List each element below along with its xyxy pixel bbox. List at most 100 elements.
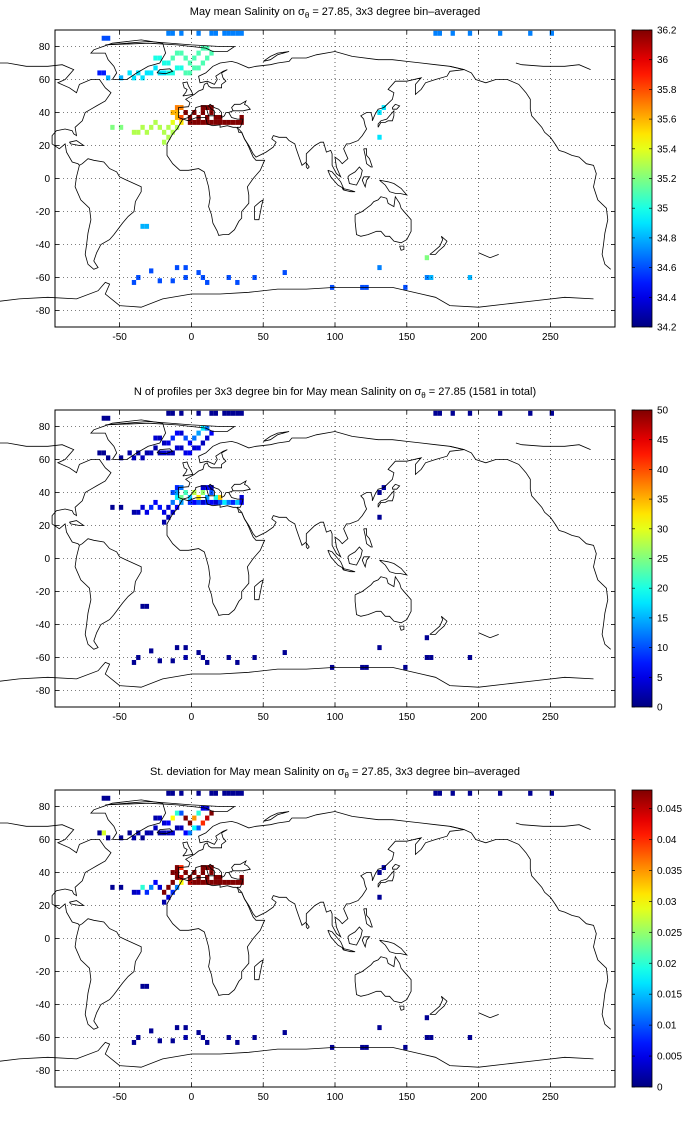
data-cell <box>161 889 167 895</box>
data-cell <box>183 815 188 821</box>
data-cell <box>170 119 175 125</box>
data-cell <box>282 1030 287 1036</box>
data-cell <box>187 494 193 500</box>
data-cell <box>205 425 210 431</box>
coastline <box>429 615 448 635</box>
data-cell <box>437 410 442 416</box>
data-cell <box>170 110 175 115</box>
y-tick-label: 80 <box>39 422 51 433</box>
data-cell <box>131 835 137 841</box>
data-cell <box>161 129 167 135</box>
data-cell <box>252 275 257 280</box>
data-cell <box>450 790 455 796</box>
data-cell <box>179 790 184 796</box>
data-cell <box>174 490 180 495</box>
x-tick-label: 150 <box>398 712 415 720</box>
data-cell <box>187 874 193 880</box>
data-cell <box>226 410 231 416</box>
x-tick-label: -50 <box>112 332 127 340</box>
data-cell <box>170 410 175 416</box>
coastline <box>0 442 112 546</box>
data-cell <box>174 645 180 651</box>
y-tick-label: 20 <box>39 521 51 532</box>
data-cell <box>161 519 167 525</box>
coastline <box>0 1041 594 1068</box>
data-cell <box>196 65 201 71</box>
data-cell <box>252 1035 257 1040</box>
data-cell <box>144 70 150 76</box>
data-cell <box>239 30 244 36</box>
data-cells <box>97 790 554 1050</box>
data-cell <box>144 129 150 135</box>
data-cell <box>226 1035 231 1040</box>
data-cell <box>200 105 206 111</box>
colorbar-tick-label: 34.4 <box>657 293 677 304</box>
data-cell <box>166 440 171 446</box>
x-tick-label: 150 <box>398 332 415 340</box>
data-cell <box>174 485 180 491</box>
y-tick-label: -40 <box>36 1000 51 1011</box>
data-cell <box>179 65 184 71</box>
coastline <box>156 68 174 75</box>
coastline <box>166 497 266 616</box>
x-tick-label: 50 <box>258 712 270 720</box>
data-cell <box>239 494 244 500</box>
x-tick-label: 100 <box>327 332 344 340</box>
data-cell <box>528 410 533 416</box>
coastline <box>254 199 264 221</box>
data-cell <box>200 655 206 660</box>
colorbar-tick-label: 36.2 <box>657 26 677 37</box>
data-cell <box>205 114 210 120</box>
data-cell <box>187 114 193 120</box>
data-cell <box>179 810 184 816</box>
data-cell <box>230 790 236 796</box>
data-cell <box>131 279 137 285</box>
data-cell <box>200 275 206 280</box>
x-tick-label: 0 <box>189 712 195 720</box>
coastline <box>305 162 310 170</box>
data-cell <box>153 825 158 831</box>
data-cell <box>183 70 188 76</box>
coastline <box>361 556 371 569</box>
data-cell <box>105 75 111 81</box>
salinity-colorbar: 36.2 36 35.8 35.6 35.4 35.2 35 34.8 34.6 34.4 34.2 <box>631 26 677 334</box>
data-cell <box>209 30 214 36</box>
x-tick-label: 150 <box>398 1092 415 1100</box>
data-cell <box>179 499 184 505</box>
y-tick-label: 20 <box>39 141 51 152</box>
data-cell <box>235 119 240 125</box>
data-cell <box>101 415 106 421</box>
data-cell <box>282 650 287 656</box>
y-tick-label: -40 <box>36 620 51 631</box>
profile-count-map-panel: N of profiles per 3x3 degree bin for May… <box>0 380 696 760</box>
data-cell <box>166 410 171 416</box>
data-cell <box>230 410 236 416</box>
x-tick-label: 0 <box>189 332 195 340</box>
data-cell <box>170 1038 175 1044</box>
data-cell <box>174 1025 180 1031</box>
data-cell <box>230 30 236 36</box>
data-cell <box>179 874 184 880</box>
data-cell <box>174 114 180 120</box>
x-tick-label: 250 <box>542 332 559 340</box>
data-cell <box>200 499 206 505</box>
colorbar-tick-label: 34.2 <box>657 323 677 334</box>
data-cell <box>226 655 231 660</box>
colorbar-tick-label: 15 <box>657 613 669 624</box>
data-cell <box>200 440 206 446</box>
data-cell <box>136 889 141 895</box>
data-cell <box>166 504 171 510</box>
colorbar-tick-label: 35.2 <box>657 174 677 185</box>
data-cell <box>105 835 111 841</box>
data-cell <box>235 1039 240 1045</box>
data-cell <box>144 223 150 229</box>
coastlines <box>0 799 611 1068</box>
data-cell <box>170 278 175 284</box>
data-cell <box>192 815 197 821</box>
data-cell <box>377 894 382 900</box>
data-cell <box>118 124 124 130</box>
y-tick-label: -60 <box>36 273 51 284</box>
data-cell <box>153 879 158 885</box>
data-cell <box>140 124 145 130</box>
